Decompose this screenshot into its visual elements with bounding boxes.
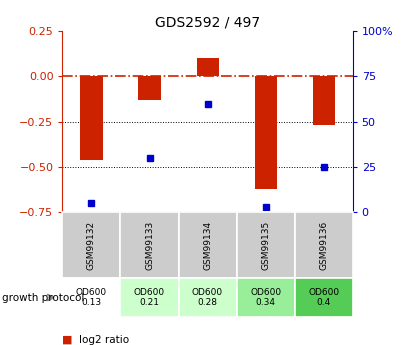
Text: GSM99134: GSM99134 [203,220,212,269]
Bar [295,212,353,278]
Bar [62,212,120,278]
Bar [197,58,218,76]
Text: GSM99132: GSM99132 [87,220,96,269]
Bar [237,278,295,317]
Text: OD600
0.13: OD600 0.13 [76,288,107,307]
Text: log2 ratio: log2 ratio [79,335,129,345]
Bar [179,278,237,317]
Text: GSM99133: GSM99133 [145,220,154,269]
Text: GSM99135: GSM99135 [261,220,270,269]
Bar [81,76,102,160]
Bar [139,76,160,100]
Bar [62,278,120,317]
Title: GDS2592 / 497: GDS2592 / 497 [155,16,260,30]
Text: OD600
0.34: OD600 0.34 [250,288,281,307]
Text: GSM99136: GSM99136 [319,220,328,269]
Bar [313,76,334,125]
Bar [179,212,237,278]
Text: OD600
0.28: OD600 0.28 [192,288,223,307]
Bar [120,278,179,317]
Bar [295,278,353,317]
Text: growth protocol: growth protocol [2,293,84,303]
Bar [120,212,179,278]
Bar [255,76,276,189]
Text: OD600
0.21: OD600 0.21 [134,288,165,307]
Bar [237,212,295,278]
Text: ■: ■ [62,335,73,345]
Text: OD600
0.4: OD600 0.4 [308,288,339,307]
